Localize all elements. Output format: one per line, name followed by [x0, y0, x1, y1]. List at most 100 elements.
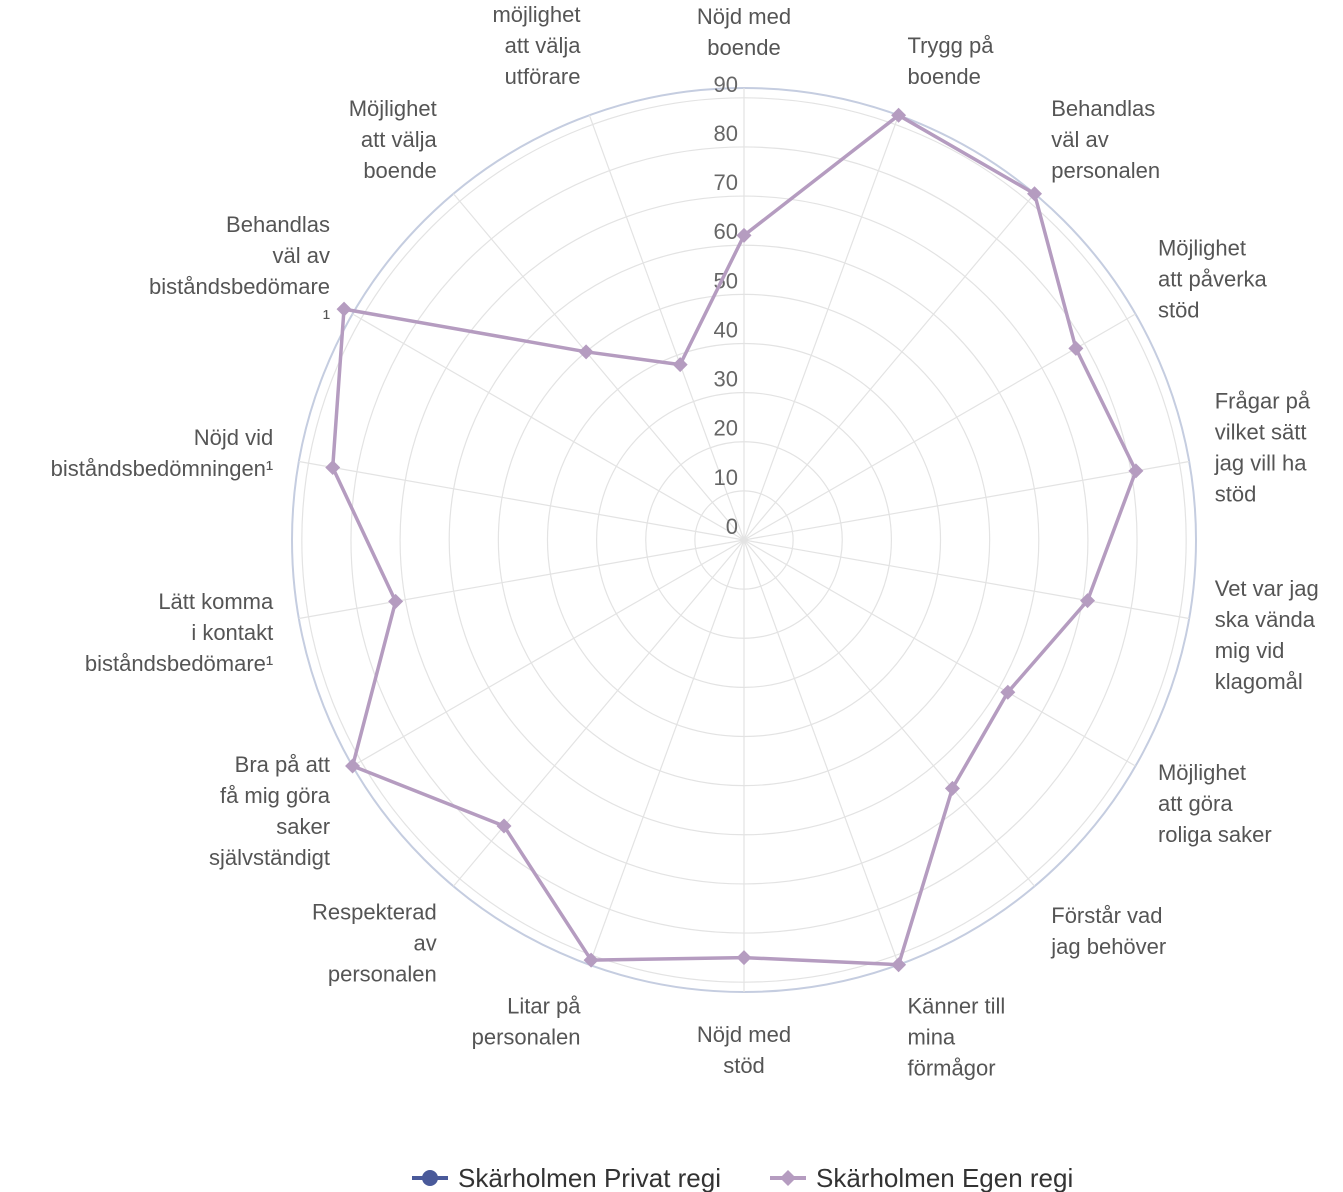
category-label: Möjlighet att välja boende [349, 96, 438, 183]
legend-label: Skärholmen Egen regi [816, 1163, 1073, 1192]
category-label-line: att göra [1158, 791, 1233, 816]
data-point[interactable] [672, 357, 688, 373]
data-point[interactable] [325, 459, 341, 475]
tick-label: 40 [714, 317, 738, 342]
category-label-line: mina [907, 1024, 955, 1049]
data-point[interactable] [388, 593, 404, 609]
category-label-line: stöd [1215, 481, 1257, 506]
spoke-line [588, 539, 745, 965]
data-point[interactable] [891, 107, 907, 123]
data-point[interactable] [944, 780, 960, 796]
category-label-line: jag vill ha [1214, 450, 1307, 475]
category-label: Lätt komma i kontakt biståndsbedömare¹ [85, 589, 274, 676]
category-label-line: personalen [1051, 158, 1160, 183]
data-point[interactable] [583, 952, 599, 968]
radar-spokes [298, 88, 1190, 992]
category-label-line: Möjlighet [1158, 235, 1246, 260]
legend-marker-circle [422, 1170, 438, 1186]
category-label-line: i kontakt [191, 620, 273, 645]
spoke-line [743, 115, 900, 541]
category-label: Nöjd med stöd [697, 1022, 791, 1078]
category-label-line: roliga saker [1158, 822, 1272, 847]
category-label-line: Nöjd med [697, 4, 791, 29]
category-label-line: Möjlighet [349, 96, 437, 121]
category-label-line: klagomål [1215, 669, 1303, 694]
data-point[interactable] [1080, 593, 1096, 609]
data-point[interactable] [1027, 186, 1043, 202]
spoke-line [453, 539, 745, 887]
spoke-line [298, 539, 745, 620]
category-label-line: av [413, 930, 436, 955]
tick-label: 90 [714, 72, 738, 97]
category-label-line: boende [907, 64, 980, 89]
data-point[interactable] [496, 818, 512, 834]
tick-label: 70 [714, 170, 738, 195]
spoke-line [743, 539, 1035, 887]
legend-label: Skärholmen Privat regi [458, 1163, 721, 1192]
category-label: Bra på att få mig göra saker självständigt [209, 752, 331, 870]
series-layer [325, 107, 1144, 973]
data-point[interactable] [345, 758, 361, 774]
category-label: Frågar på vilket sätt jag vill ha stöd [1214, 388, 1311, 506]
category-label-line: utförare [505, 64, 581, 89]
category-label-line: Frågar på [1215, 388, 1311, 413]
category-label: Trygg på boende [907, 33, 994, 89]
spoke-line [743, 539, 1136, 767]
category-label: Möjlighet att göra roliga saker [1158, 760, 1272, 847]
category-label-line: väl av [273, 243, 330, 268]
category-label-line: Bra på att [235, 752, 330, 777]
category-label-line: självständigt [209, 845, 330, 870]
category-label: Nöjd vid biståndsbedömningen¹ [51, 425, 274, 481]
category-label: Respekterad av personalen [312, 899, 437, 986]
data-point[interactable] [1128, 463, 1144, 479]
tick-label: 60 [714, 219, 738, 244]
category-label-line: Lätt komma [158, 589, 274, 614]
category-label-line: vilket sätt [1215, 419, 1307, 444]
category-label-line: Nöjd med [697, 1022, 791, 1047]
category-label-line: Nöjd vid [194, 425, 273, 450]
category-label-line: att välja [505, 33, 582, 58]
category-label-line: mig vid [1215, 638, 1285, 663]
category-label: Möjlighet att påverka stöd [1158, 235, 1268, 322]
category-label: Nöjd med boende [697, 4, 791, 60]
category-label-line: att välja [361, 127, 438, 152]
spoke-line [352, 539, 745, 767]
tick-label: 0 [726, 514, 738, 539]
category-label-line: väl av [1051, 127, 1108, 152]
category-label-line: förmågor [907, 1055, 995, 1080]
category-label-line: att påverka [1158, 266, 1268, 291]
legend-marker-diamond [780, 1170, 796, 1186]
category-label-line: Vet var jag [1215, 576, 1319, 601]
data-point[interactable] [336, 301, 352, 317]
spoke-line [743, 539, 900, 965]
spoke-line [453, 193, 745, 541]
legend-item[interactable]: Skärholmen Privat regi [412, 1163, 721, 1192]
category-label-line: Trygg på [907, 33, 994, 58]
category-label-line: boende [707, 35, 780, 60]
category-label-line: Behandlas [226, 212, 330, 237]
data-point[interactable] [1068, 340, 1084, 356]
category-label-line: Respekterad [312, 899, 437, 924]
data-point[interactable] [578, 344, 594, 360]
category-label-line: biståndsbedömare [149, 274, 330, 299]
data-point[interactable] [891, 957, 907, 973]
category-label-line: möjlighet [492, 2, 580, 27]
category-label-line: ska vända [1215, 607, 1316, 632]
category-label-line: personalen [472, 1024, 581, 1049]
category-label: Förstår vad jag behöver [1050, 903, 1166, 959]
tick-label: 20 [714, 416, 738, 441]
tick-label: 80 [714, 121, 738, 146]
category-label-line: Förstår vad [1051, 903, 1162, 928]
category-label-line: Behandlas [1051, 96, 1155, 121]
spoke-line [298, 460, 745, 541]
data-point[interactable] [736, 227, 752, 243]
category-label-line: jag behöver [1050, 934, 1166, 959]
data-point[interactable] [1000, 684, 1016, 700]
legend-item[interactable]: Skärholmen Egen regi [770, 1163, 1073, 1192]
category-label-line: stöd [723, 1053, 765, 1078]
category-label-line: biståndsbedömare¹ [85, 651, 273, 676]
category-label: Litar på personalen [472, 993, 582, 1049]
data-point[interactable] [736, 950, 752, 966]
category-label-line: stöd [1158, 297, 1200, 322]
